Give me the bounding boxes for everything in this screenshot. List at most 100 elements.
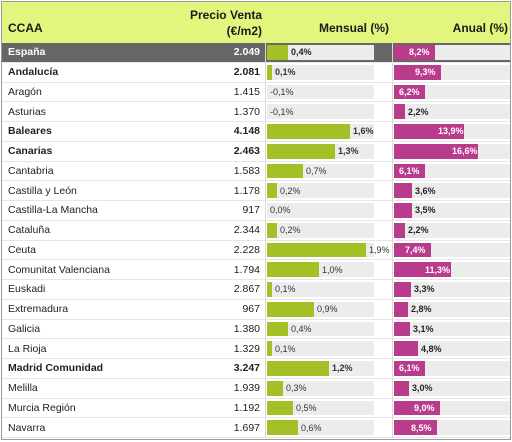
- anual-bar: [394, 203, 412, 218]
- table-row: Aragón 1.415 -0,1% 6,2%: [2, 82, 510, 103]
- header-anual[interactable]: Anual (%): [452, 20, 508, 35]
- mensual-cell: 1,6%: [266, 122, 393, 141]
- anual-bar-track: [394, 380, 510, 396]
- anual-bar: [394, 64, 441, 80]
- precio-venta: 1.329: [152, 339, 266, 358]
- header-ccaa[interactable]: CCAA: [8, 20, 43, 35]
- precio-venta: 1.380: [152, 319, 266, 339]
- table-row: Asturias 1.370 -0,1% 2,2%: [2, 102, 510, 122]
- mensual-label: 0,2%: [280, 185, 301, 196]
- anual-label: 3,3%: [414, 284, 435, 295]
- table-row: Canarias 2.463 1,3% 16,6%: [2, 141, 510, 162]
- anual-cell: 16,6%: [393, 142, 510, 161]
- mensual-label: 0,6%: [301, 422, 322, 433]
- mensual-label: 0,7%: [306, 165, 327, 176]
- mensual-bar-track: [267, 341, 374, 356]
- table-row: Castilla y León 1.178 0,2% 3,6%: [2, 181, 510, 201]
- ccaa-name: Aragón: [8, 85, 42, 98]
- precio-venta: 1.370: [152, 102, 266, 121]
- mensual-bar-track: [267, 104, 374, 119]
- mensual-bar-track: [267, 400, 374, 416]
- table-row: Comunitat Valenciana 1.794 1,0% 11,3%: [2, 260, 510, 280]
- mensual-bar: [267, 45, 288, 60]
- anual-bar-track: [394, 301, 510, 317]
- mensual-cell: 0,1%: [266, 280, 393, 299]
- table-row: Baleares 4.148 1,6% 13,9%: [2, 122, 510, 142]
- mensual-label: 1,6%: [353, 126, 374, 137]
- anual-bar: [394, 124, 464, 139]
- anual-label: 16,6%: [452, 146, 478, 157]
- mensual-bar-track: [267, 64, 374, 80]
- table-row: Castilla-La Mancha 917 0,0% 3,5%: [2, 201, 510, 221]
- anual-bar: [394, 45, 435, 60]
- anual-label: 9,0%: [414, 402, 435, 413]
- header-precio-line2: (€/m2): [226, 23, 262, 38]
- mensual-cell: -0,1%: [266, 102, 393, 121]
- anual-bar: [394, 282, 411, 297]
- mensual-label: 0,5%: [296, 402, 317, 413]
- anual-bar-track: [394, 104, 510, 119]
- header-precio[interactable]: Precio Venta (€/m2): [152, 2, 266, 43]
- mensual-bar: [267, 380, 283, 396]
- mensual-label: 0,0%: [270, 205, 291, 216]
- precio-venta: 4.148: [152, 122, 266, 141]
- mensual-cell: 0,6%: [266, 418, 393, 437]
- table-row: Cataluña 2.344 0,2% 2,2%: [2, 220, 510, 241]
- mensual-cell: 0,9%: [266, 299, 393, 319]
- anual-label: 2,2%: [408, 106, 429, 117]
- mensual-label: 0,1%: [275, 67, 296, 78]
- table-row: Madrid Comunidad 3.247 1,2% 6,1%: [2, 359, 510, 379]
- mensual-label: 1,0%: [322, 264, 343, 275]
- mensual-label: 1,2%: [332, 363, 353, 374]
- header-precio-line1: Precio Venta: [189, 7, 262, 22]
- ccaa-name: Cataluña: [8, 224, 51, 237]
- ccaa-name: Canarias: [8, 145, 53, 158]
- precio-venta: 1.178: [152, 181, 266, 200]
- anual-cell: 11,3%: [393, 260, 510, 279]
- mensual-cell: 0,2%: [266, 181, 393, 200]
- anual-bar-track: [394, 341, 510, 356]
- ccaa-name: Galicia: [8, 322, 41, 335]
- mensual-bar-track: [267, 380, 374, 396]
- ccaa-name: Comunitat Valenciana: [8, 263, 110, 276]
- mensual-cell: 0,2%: [266, 220, 393, 240]
- ccaa-name: Baleares: [8, 125, 52, 138]
- ccaa-name: Melilla: [8, 382, 38, 395]
- mensual-bar: [267, 301, 314, 317]
- precio-venta: 917: [152, 201, 266, 220]
- precio-venta: 1.794: [152, 260, 266, 279]
- anual-bar: [394, 262, 451, 277]
- anual-bar: [394, 380, 409, 396]
- table-header: CCAA Precio Venta (€/m2) Mensual (%) Anua…: [2, 2, 510, 43]
- anual-bar: [394, 321, 410, 337]
- anual-bar: [394, 420, 437, 435]
- ccaa-name: Navarra: [8, 421, 46, 434]
- table-row: Navarra 1.697 0,6% 8,5%: [2, 418, 510, 438]
- mensual-bar-track: [267, 321, 374, 337]
- table-row: Euskadi 2.867 0,1% 3,3%: [2, 280, 510, 300]
- anual-cell: 3,1%: [393, 320, 510, 339]
- precio-venta: 3.247: [152, 359, 266, 378]
- anual-bar: [394, 183, 412, 198]
- mensual-label: 1,9%: [369, 244, 390, 255]
- precio-venta: 1.415: [152, 82, 266, 102]
- ccaa-name: Castilla y León: [8, 184, 77, 197]
- ccaa-name: Murcia Región: [8, 401, 76, 414]
- mensual-bar: [267, 64, 272, 80]
- anual-bar: [394, 143, 478, 159]
- mensual-cell: 0,3%: [266, 378, 393, 398]
- mensual-bar: [267, 262, 319, 277]
- mensual-label: 1,3%: [338, 146, 359, 157]
- anual-cell: 3,5%: [393, 201, 510, 220]
- anual-cell: 6,1%: [393, 162, 510, 181]
- ccaa-name: Castilla-La Mancha: [8, 204, 98, 217]
- header-mensual[interactable]: Mensual (%): [318, 20, 389, 35]
- mensual-bar-track: [267, 203, 374, 218]
- table-row: Andalucía 2.081 0,1% 9,3%: [2, 62, 510, 83]
- anual-bar: [394, 361, 425, 376]
- anual-label: 2,2%: [408, 225, 429, 236]
- mensual-cell: -0,1%: [266, 82, 393, 102]
- mensual-label: 0,4%: [291, 47, 312, 58]
- mensual-bar: [267, 361, 329, 376]
- precio-venta: 1.192: [152, 398, 266, 418]
